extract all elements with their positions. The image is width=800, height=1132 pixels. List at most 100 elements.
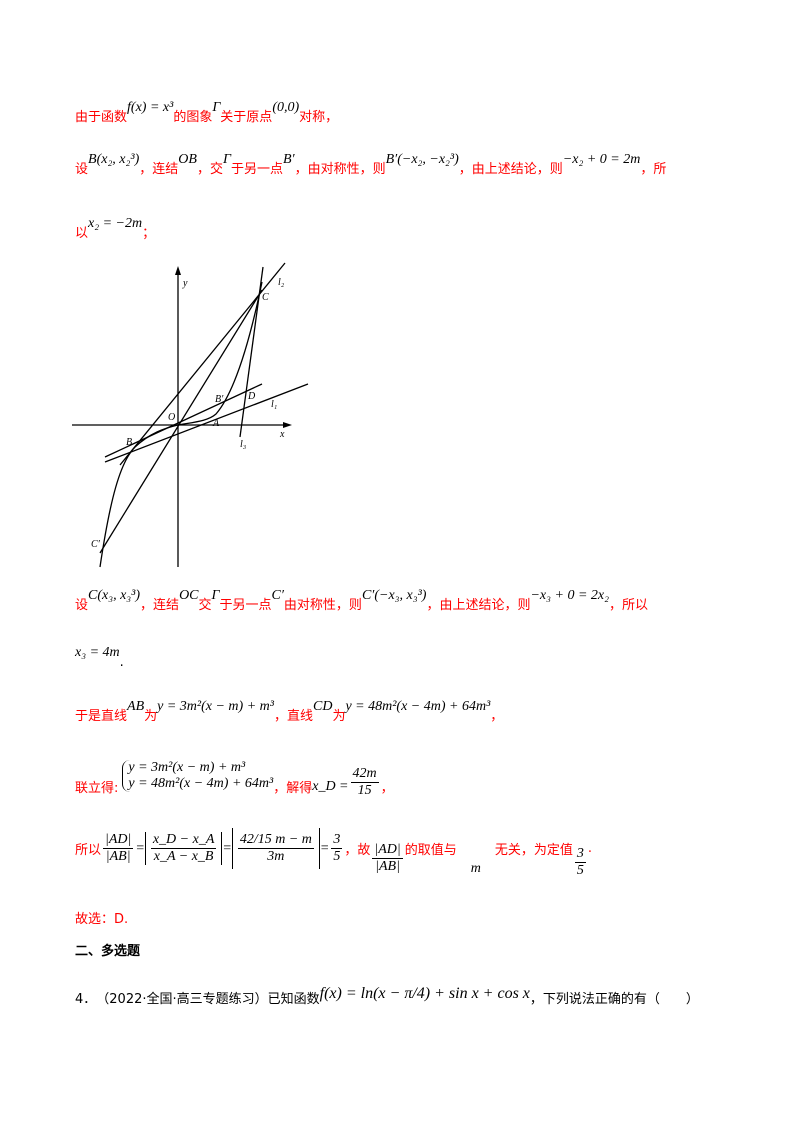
formula: −x₂ + 0 = 2m bbox=[562, 152, 641, 167]
label-l2: l₂ bbox=[278, 277, 285, 288]
text: . bbox=[587, 841, 593, 856]
para-ratio: 所以 |AD| |AB| = x_D − x_A x_A − x_B = 42/15… bbox=[75, 818, 592, 879]
formula: f(x) = ln(x − π/4) + sin x + cos x bbox=[319, 984, 530, 1002]
text: 由对称性，则 bbox=[283, 598, 362, 613]
text: 由于函数 bbox=[75, 110, 128, 125]
formula: Γ bbox=[211, 588, 220, 603]
formula: y = 48m²(x − 4m) + 64m³ bbox=[345, 699, 491, 714]
denominator: |AB| bbox=[105, 849, 131, 864]
para-lines: 于是直线AB为y = 3m²(x − m) + m³，直线CD为y = 48m²… bbox=[75, 699, 503, 725]
equals: = bbox=[319, 840, 330, 856]
fraction: 42m 15 bbox=[350, 766, 379, 799]
formula: (0,0) bbox=[272, 100, 300, 115]
text: 以 bbox=[75, 226, 89, 241]
formula: C′ bbox=[271, 588, 284, 603]
equation: y = 3m²(x − m) + m³ bbox=[128, 759, 246, 775]
question-source: （2022·全国·高三专题练习）已知函数 bbox=[96, 992, 320, 1007]
text: 联立得: bbox=[75, 781, 119, 796]
cubic-curve bbox=[99, 281, 263, 568]
label-l3: l₃ bbox=[240, 439, 247, 450]
formula: Γ bbox=[212, 100, 221, 115]
text: 于另一点 bbox=[230, 162, 283, 177]
text: ； bbox=[142, 226, 156, 241]
denominator: 3m bbox=[267, 849, 285, 864]
text: 于是直线 bbox=[75, 709, 128, 724]
line-l3 bbox=[239, 266, 264, 438]
fraction: x_D − x_A x_A − x_B bbox=[150, 832, 217, 865]
denominator: x_A − x_B bbox=[153, 849, 214, 864]
para-point-b: 设B(x₂, x₂³)，连结OB，交Γ于另一点B′，由对称性，则B′(−x₂, … bbox=[75, 152, 667, 178]
para-point-c: 设C(x₃, x₃³)，连结OC交Γ于另一点C′由对称性，则C′(−x₃, x₃… bbox=[75, 588, 649, 614]
line-bb-prime bbox=[104, 383, 263, 458]
formula: OB bbox=[178, 152, 197, 167]
para-x2: 以x₂ = −2m； bbox=[75, 216, 156, 242]
equation: y = 48m²(x − 4m) + 64m³ bbox=[128, 775, 274, 791]
question-4: 4． （2022·全国·高三专题练习）已知函数 f(x) = ln(x − π/… bbox=[75, 984, 699, 1008]
fraction: |AD| |AB| bbox=[103, 832, 134, 865]
section-title: 二、多选题 bbox=[75, 944, 141, 959]
formula: x_D = bbox=[312, 778, 349, 794]
label-l1: l₁ bbox=[271, 399, 277, 410]
text: 对称， bbox=[299, 110, 339, 125]
formula: x₂ = −2m bbox=[88, 216, 143, 231]
denominator: 5 bbox=[333, 849, 341, 864]
numerator: 42m bbox=[350, 766, 379, 783]
para-x3: x₃ = 4m. bbox=[75, 645, 124, 670]
text: 设 bbox=[75, 598, 89, 613]
fraction: |AD| |AB| bbox=[372, 842, 403, 875]
formula: B(x₂, x₂³) bbox=[88, 152, 140, 167]
text: 的图象 bbox=[173, 110, 213, 125]
denominator: |AB| bbox=[375, 859, 400, 874]
formula: f(x) = x³ bbox=[127, 100, 174, 115]
label-d: D bbox=[247, 391, 256, 402]
numerator: |AD| bbox=[372, 842, 403, 859]
label-a: A bbox=[212, 418, 220, 429]
text: . bbox=[119, 655, 124, 670]
label-c: C bbox=[262, 292, 269, 303]
para-system: 联立得: y = 3m²(x − m) + m³ y = 48m²(x − 4m… bbox=[75, 752, 394, 799]
text: 的取值与 bbox=[404, 843, 457, 858]
question-number: 4． bbox=[75, 992, 97, 1007]
cubic-graph-figure: y x O B B′ A D C C′ l₁ l₂ l₃ bbox=[72, 262, 309, 568]
text: 于另一点 bbox=[219, 598, 272, 613]
text: 所以 bbox=[75, 843, 102, 858]
formula: m bbox=[470, 860, 481, 876]
text: ，直线 bbox=[273, 709, 313, 724]
formula: Γ bbox=[222, 152, 231, 167]
equals: = bbox=[222, 840, 232, 856]
label-x: x bbox=[279, 429, 285, 440]
text: 关于原点 bbox=[220, 110, 273, 125]
label-o: O bbox=[168, 412, 175, 423]
x-axis-arrow-icon bbox=[283, 422, 292, 428]
formula: B′(−x₂, −x₂³) bbox=[385, 152, 459, 167]
question-text: ，下列说法正确的有（ ） bbox=[529, 992, 699, 1007]
denominator: 15 bbox=[357, 783, 372, 798]
y-axis-arrow-icon bbox=[175, 266, 181, 275]
text: ，所 bbox=[640, 162, 667, 177]
equation-system: y = 3m²(x − m) + m³ y = 48m²(x − 4m) + 6… bbox=[122, 759, 274, 792]
numerator: |AD| bbox=[103, 832, 134, 849]
label-b-prime: B′ bbox=[215, 394, 224, 405]
formula: CD bbox=[312, 699, 333, 714]
fraction: 42/15 m − m 3m bbox=[237, 832, 314, 865]
text: ， bbox=[380, 781, 394, 796]
line-l1 bbox=[104, 383, 309, 463]
text: 为 bbox=[332, 709, 346, 724]
formula: −x₃ + 0 = 2x₂ bbox=[530, 588, 609, 603]
text: 交 bbox=[198, 598, 212, 613]
text: ，所以 bbox=[609, 598, 649, 613]
text: ，连结 bbox=[140, 598, 180, 613]
formula: OC bbox=[179, 588, 199, 603]
text: ，由上述结论，则 bbox=[458, 162, 563, 177]
text: ，由对称性，则 bbox=[294, 162, 386, 177]
formula: x₃ = 4m bbox=[75, 645, 120, 660]
text: 为 bbox=[144, 709, 158, 724]
text: ，由上述结论，则 bbox=[426, 598, 531, 613]
text: ，故 bbox=[344, 843, 371, 858]
label-y: y bbox=[182, 278, 188, 289]
text: 无关，为定值 bbox=[494, 843, 573, 858]
para-symmetry: 由于函数f(x) = x³的图象Γ关于原点(0,0)对称， bbox=[75, 100, 339, 126]
text: 设 bbox=[75, 162, 89, 177]
